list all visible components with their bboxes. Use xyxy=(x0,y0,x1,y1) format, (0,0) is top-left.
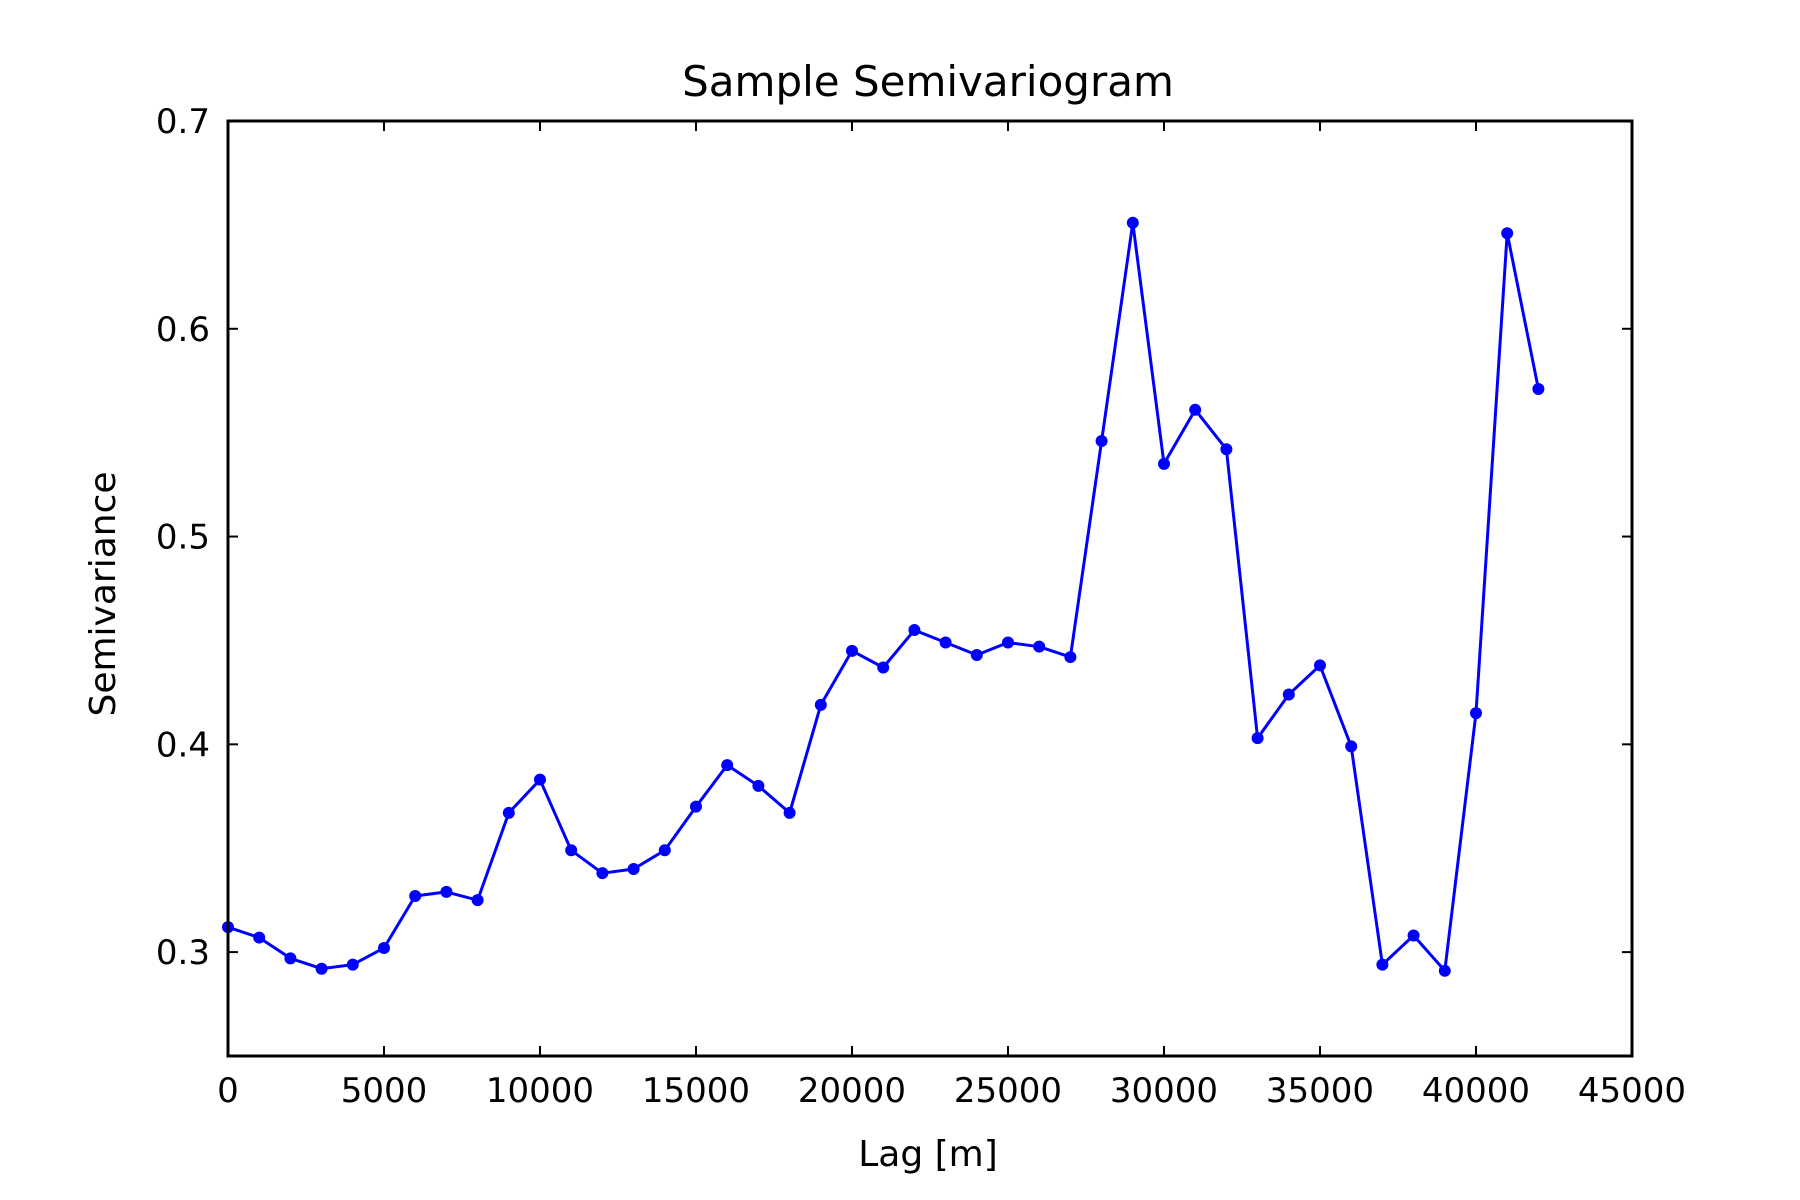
plot-frame xyxy=(226,119,1634,1058)
series-line xyxy=(227,221,1540,973)
y-tick-label: 0.5 xyxy=(156,518,210,558)
x-axis-label: Lag [m] xyxy=(858,1134,998,1175)
data-point xyxy=(908,624,921,637)
x-tick-label: 5000 xyxy=(341,1071,428,1111)
x-tick-label: 45000 xyxy=(1578,1071,1686,1111)
y-axis-label: Semivariance xyxy=(83,471,124,716)
data-point xyxy=(1407,929,1420,942)
data-point xyxy=(1220,443,1233,456)
data-point xyxy=(814,698,827,711)
x-tick-label: 0 xyxy=(217,1071,239,1111)
data-point xyxy=(627,863,640,875)
data-point xyxy=(440,885,453,898)
data-point xyxy=(658,844,671,857)
data-point xyxy=(1189,403,1202,416)
data-point xyxy=(846,644,858,657)
data-point xyxy=(1314,659,1326,672)
data-point xyxy=(502,806,515,819)
data-point xyxy=(284,952,297,965)
data-point xyxy=(565,844,578,857)
x-tick-label: 30000 xyxy=(1110,1071,1218,1111)
chart-title: Sample Semivariogram xyxy=(682,57,1174,106)
data-point xyxy=(346,958,359,971)
data-point xyxy=(409,890,422,903)
data-point xyxy=(1501,227,1514,240)
data-point xyxy=(315,962,328,975)
data-point xyxy=(752,779,765,792)
data-point xyxy=(378,941,390,954)
series-layer xyxy=(222,216,1545,977)
data-point xyxy=(721,759,734,772)
y-tick-label: 0.4 xyxy=(156,725,210,765)
data-point xyxy=(1158,457,1170,470)
data-point xyxy=(534,773,546,786)
x-tick-label: 15000 xyxy=(642,1071,750,1111)
data-point xyxy=(1095,434,1108,447)
data-point xyxy=(690,800,702,813)
y-tick-label: 0.7 xyxy=(156,102,210,142)
x-tick-label: 20000 xyxy=(798,1071,906,1111)
axis-ticks: 0 5000 10000 15000 20000 25000 30000 35000 40000… xyxy=(156,102,1686,1111)
data-point xyxy=(783,806,796,819)
data-point xyxy=(1251,732,1264,745)
data-point xyxy=(1126,216,1139,229)
x-tick-label: 35000 xyxy=(1266,1071,1374,1111)
data-point xyxy=(939,636,952,649)
data-point xyxy=(877,661,890,674)
data-point xyxy=(1470,707,1482,720)
x-tick-label: 40000 xyxy=(1422,1071,1530,1111)
data-point xyxy=(970,648,983,661)
data-point xyxy=(253,931,266,944)
data-point xyxy=(1282,688,1295,701)
x-tick-label: 25000 xyxy=(954,1071,1062,1111)
data-point xyxy=(1532,383,1545,396)
data-point xyxy=(1064,651,1077,664)
data-point xyxy=(1376,958,1389,971)
x-tick-label: 10000 xyxy=(486,1071,594,1111)
data-point xyxy=(1002,636,1014,649)
y-tick-label: 0.6 xyxy=(156,310,210,350)
data-point xyxy=(1438,964,1451,977)
y-tick-label: 0.3 xyxy=(156,933,210,973)
data-point xyxy=(471,894,484,907)
data-point xyxy=(1345,740,1358,753)
data-point xyxy=(1033,640,1046,653)
data-point xyxy=(596,867,609,880)
